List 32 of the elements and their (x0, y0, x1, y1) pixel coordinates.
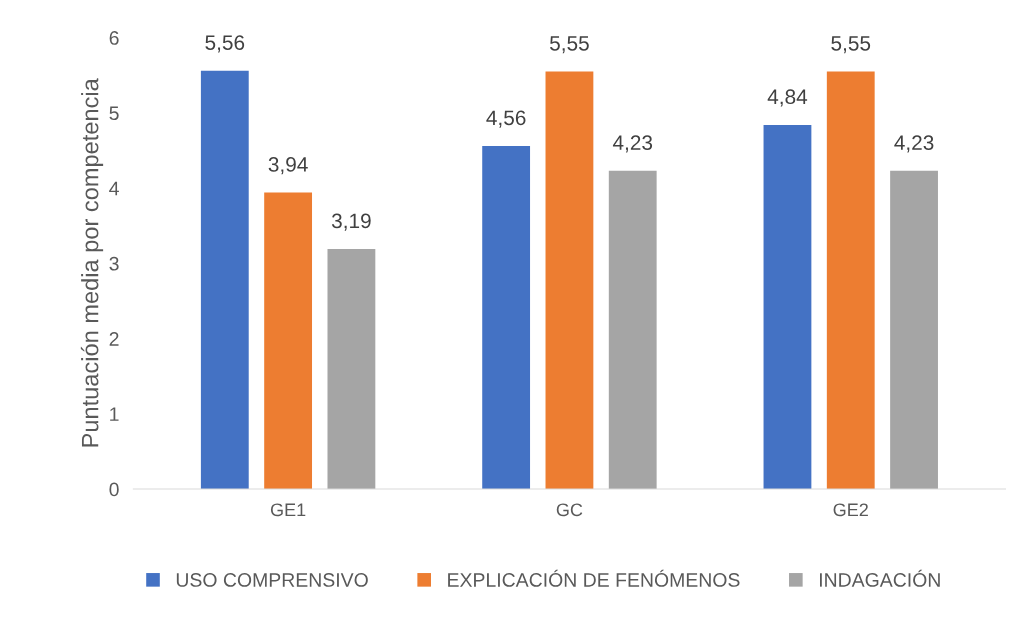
data-label: 4,23 (612, 135, 653, 153)
data-label: 5,56 (205, 35, 245, 53)
legend-label: INDAGACIÓN (819, 569, 940, 587)
bar (545, 71, 594, 490)
y-tick-label: 2 (109, 332, 119, 346)
data-label: 3,19 (331, 213, 371, 231)
x-tick-label: GE2 (833, 503, 868, 517)
data-label: 5,55 (549, 36, 589, 54)
y-tick-label: 1 (110, 407, 119, 421)
y-tick-label: 6 (109, 31, 119, 45)
bar (482, 145, 531, 490)
legend-label: EXPLICACIÓN DE FENÓMENOS (448, 569, 740, 587)
bar (763, 124, 812, 490)
y-tick-label: 5 (109, 106, 119, 121)
y-tick-label: 3 (109, 256, 119, 271)
y-axis-title: Puntuación media por competencia (80, 78, 104, 447)
data-label: 4,23 (894, 135, 934, 153)
x-tick-label: GC (556, 503, 583, 517)
data-label: 4,84 (767, 89, 808, 107)
bar (826, 71, 875, 490)
data-label: 4,56 (486, 110, 526, 128)
bar (890, 170, 938, 490)
bar (264, 192, 313, 490)
bar (200, 70, 249, 490)
data-label: 3,94 (268, 157, 308, 175)
bar (608, 170, 657, 490)
y-tick-label: 0 (109, 482, 119, 497)
x-tick-label: GE1 (270, 503, 306, 517)
data-label: 5,55 (831, 36, 871, 54)
y-tick-label: 4 (109, 181, 119, 196)
legend-label: USO COMPRENSIVO (176, 573, 368, 587)
bar (327, 249, 376, 490)
